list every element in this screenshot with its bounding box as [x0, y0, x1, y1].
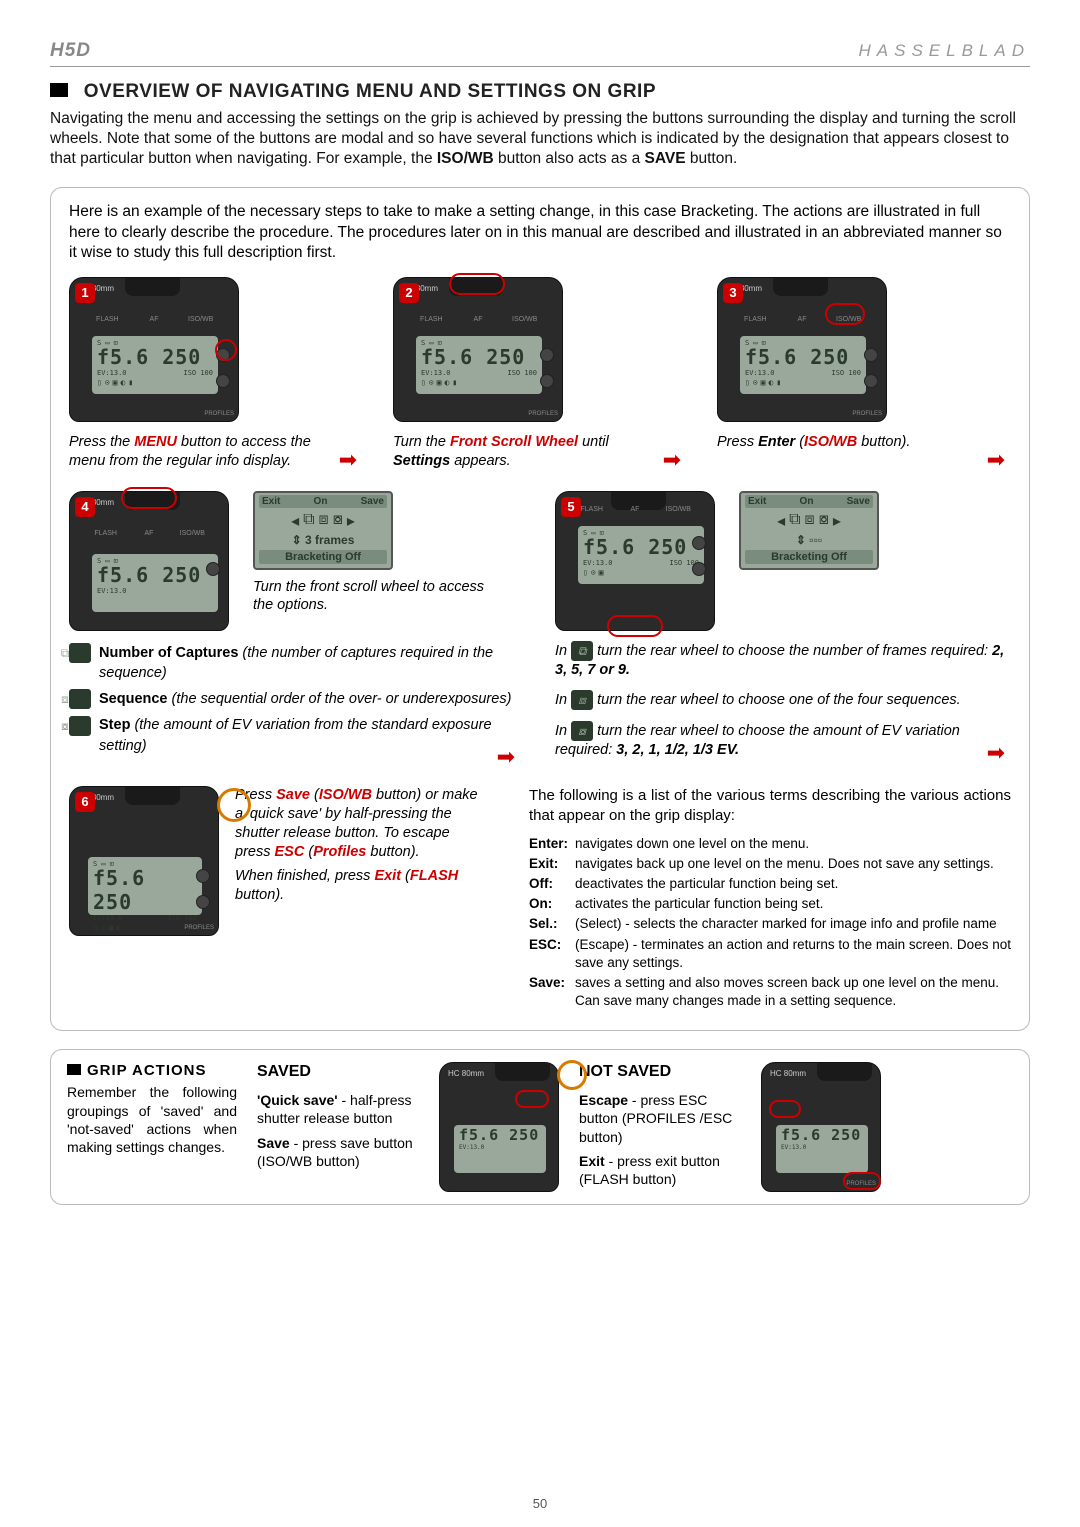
step-2: 2 HC 80mm FLASH AF ISO/WB S▭⊡ f5.6 250 E… [393, 277, 687, 471]
step-icon: ⧇ [571, 721, 593, 741]
options-definition-list: ⧉Number of Captures (the number of captu… [69, 643, 525, 756]
step-4-option-caption: Turn the front scroll wheel to access th… [253, 578, 525, 616]
step-2-caption: Turn the Front Scroll Wheel until Settin… [393, 433, 687, 471]
term-row: Enter:navigates down one level on the me… [529, 835, 1011, 853]
procedure-intro: Here is an example of the necessary step… [69, 202, 1011, 262]
grip-actions-box: GRIP ACTIONS Remember the following grou… [50, 1049, 1030, 1205]
term-row: ESC:(Escape) - terminates an action and … [529, 936, 1011, 972]
captures-icon: ⧉ [571, 641, 593, 661]
steps-row-4-5: 4 HC 80mm FLASH AF ISO/WB S▭⊡ f5.6 250 [69, 491, 1011, 762]
steps-row-1-3: 1 HC 80mm FLASH AF ISO/WB S▭⊡ f5.6 250 E… [69, 277, 1011, 471]
title-bullet-icon [50, 83, 68, 97]
camera-illustration-notsaved: HC 80mm f5.6 250 EV:13.0 PROFILES [761, 1062, 881, 1192]
term-row: Off:deactivates the particular function … [529, 875, 1011, 893]
lcd-panel-4: Exit On Save ◂⧉⧈⧇▸ ⇕ 3 frames Bracketing… [253, 491, 393, 570]
sequence-icon: ⧈ [69, 689, 91, 709]
arrow-right-icon: ➡ [497, 744, 515, 770]
step-1: 1 HC 80mm FLASH AF ISO/WB S▭⊡ f5.6 250 E… [69, 277, 363, 471]
shutter-ring-icon [217, 788, 251, 822]
step-1-number: 1 [75, 283, 95, 303]
grip-actions-column: GRIP ACTIONS Remember the following grou… [67, 1062, 237, 1192]
step-3-caption: Press Enter (ISO/WB button). [717, 433, 1011, 452]
step-1-caption: Press the MENU button to access the menu… [69, 433, 363, 471]
arrow-right-icon: ➡ [987, 740, 1005, 766]
page-number: 50 [0, 1496, 1080, 1511]
page-header: H5D HASSELBLAD [50, 40, 1030, 67]
step-icon: ⧇ [69, 716, 91, 736]
arrow-right-icon: ➡ [339, 447, 357, 473]
step-6-caption: Press Save (ISO/WB button) or make a 'qu… [235, 786, 509, 861]
term-row: Save:saves a setting and also moves scre… [529, 974, 1011, 1010]
term-row: Exit:navigates back up one level on the … [529, 855, 1011, 873]
arrow-right-icon: ➡ [987, 447, 1005, 473]
step-2-number: 2 [399, 283, 419, 303]
steps-row-6: 6 HC 80mm S▭⊡ f5.6 250 EV:13.0ISO 100 ▯⊙… [69, 786, 1011, 1012]
step-4-number: 4 [75, 497, 95, 517]
captures-icon: ⧉ [69, 643, 91, 663]
model-label: H5D [50, 40, 91, 62]
arrow-right-icon: ➡ [663, 447, 681, 473]
brand-label: HASSELBLAD [859, 41, 1031, 61]
intro-paragraph: Navigating the menu and accessing the se… [50, 109, 1030, 169]
step-4: 4 HC 80mm FLASH AF ISO/WB S▭⊡ f5.6 250 [69, 491, 525, 762]
step-5: 5 FLASH AF ISO/WB S▭⊡ f5.6 250 EV:13.0IS… [555, 491, 1011, 762]
manual-page: H5D HASSELBLAD OVERVIEW OF NAVIGATING ME… [0, 0, 1080, 1527]
sequence-icon: ⧈ [571, 690, 593, 710]
section-title: OVERVIEW OF NAVIGATING MENU AND SETTINGS… [50, 81, 1030, 103]
procedure-box: Here is an example of the necessary step… [50, 187, 1030, 1031]
lcd-panel-5: Exit On Save ◂⧉⧈⧇▸ ⇕ ▫▫▫ Bracketing Off [739, 491, 879, 570]
step-6-number: 6 [75, 792, 95, 812]
term-row: On:activates the particular function bei… [529, 895, 1011, 913]
menu-button-icon [216, 348, 230, 362]
step-3: 3 HC 80mm FLASH AF ISO/WB S▭⊡ f5.6 250 E… [717, 277, 1011, 471]
saved-column: SAVED 'Quick save' - half-press shutter … [257, 1062, 559, 1192]
lcd-display: S▭⊡ f5.6 250 EV:13.0ISO 100 ▯⊙▣◐▮ [92, 336, 218, 394]
not-saved-column: NOT SAVED Escape - press ESC button (PRO… [579, 1062, 881, 1192]
section-title-text: OVERVIEW OF NAVIGATING MENU AND SETTINGS… [84, 81, 656, 102]
camera-illustration-saved: HC 80mm f5.6 250 EV:13.0 [439, 1062, 559, 1192]
step-5-instructions: In ⧉ turn the rear wheel to choose the n… [555, 641, 1011, 761]
step-6: 6 HC 80mm S▭⊡ f5.6 250 EV:13.0ISO 100 ▯⊙… [69, 786, 509, 1012]
step-3-number: 3 [723, 283, 743, 303]
term-row: Sel.:(Select) - selects the character ma… [529, 915, 1011, 933]
step-5-number: 5 [561, 497, 581, 517]
title-bullet-icon [67, 1064, 81, 1075]
terms-list: The following is a list of the various t… [529, 786, 1011, 1012]
